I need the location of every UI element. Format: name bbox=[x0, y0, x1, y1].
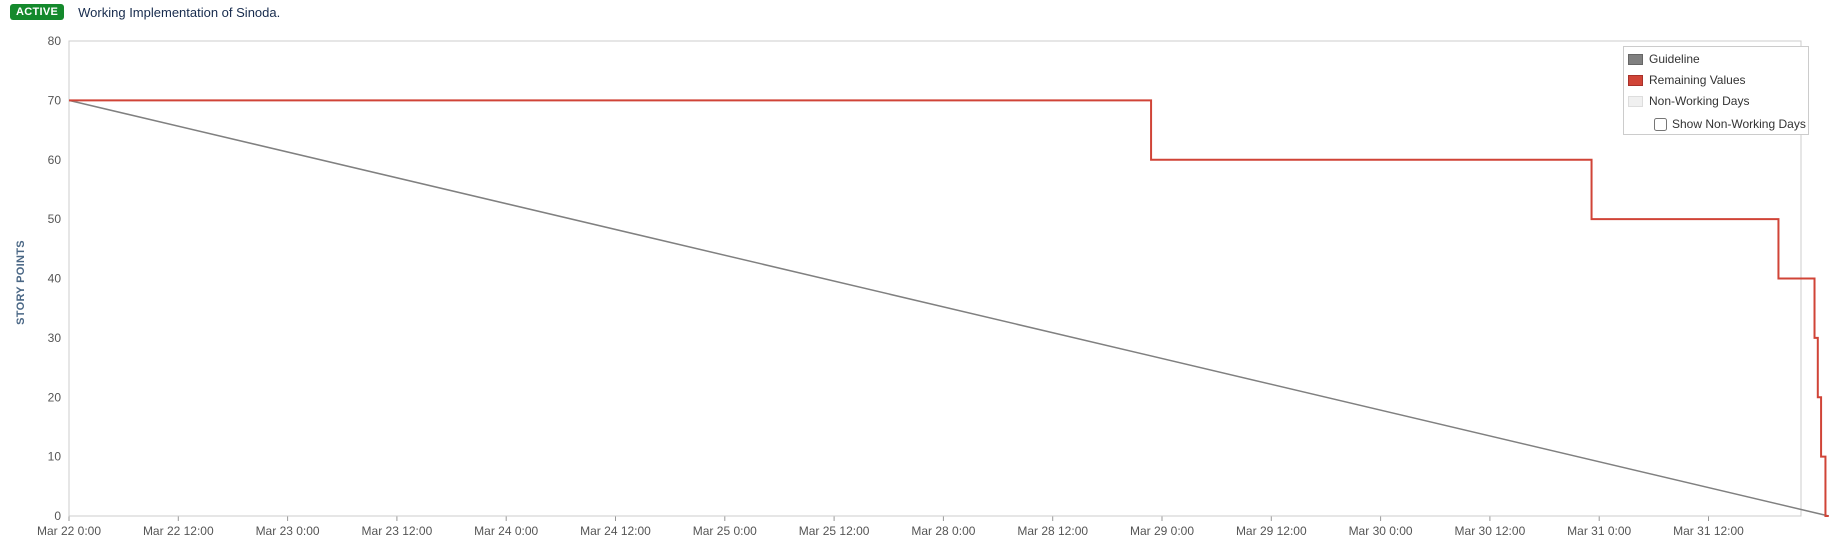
x-tick-label: Mar 31 0:00 bbox=[1567, 524, 1631, 538]
x-tick-label: Mar 28 12:00 bbox=[1017, 524, 1088, 538]
x-tick-label: Mar 22 0:00 bbox=[37, 524, 101, 538]
plot-area bbox=[68, 40, 1802, 517]
legend-label-remaining-values: Remaining Values bbox=[1649, 73, 1746, 87]
remaining-values-line bbox=[69, 99, 1829, 517]
x-tick-label: Mar 29 12:00 bbox=[1236, 524, 1307, 538]
remaining-values-swatch bbox=[1628, 74, 1643, 86]
y-tick-label: 50 bbox=[48, 212, 62, 226]
y-axis-label: STORY POINTS bbox=[15, 240, 27, 325]
show-non-working-days-label: Show Non-Working Days bbox=[1672, 117, 1806, 131]
legend-item-guideline[interactable]: Guideline bbox=[1628, 51, 1700, 67]
x-tick-label: Mar 22 12:00 bbox=[143, 524, 214, 538]
legend-label-guideline: Guideline bbox=[1649, 52, 1700, 66]
y-tick-label: 70 bbox=[48, 93, 62, 107]
x-tick-label: Mar 24 0:00 bbox=[474, 524, 538, 538]
y-tick-label: 80 bbox=[48, 34, 62, 48]
sprint-header: ACTIVE Working Implementation of Sinoda. bbox=[0, 0, 280, 22]
x-tick-label: Mar 25 12:00 bbox=[799, 524, 870, 538]
chart-legend: Guideline Remaining Values Non-Working D… bbox=[1623, 46, 1809, 135]
x-tick-label: Mar 24 12:00 bbox=[580, 524, 651, 538]
x-tick-label: Mar 25 0:00 bbox=[693, 524, 757, 538]
legend-label-non-working-days: Non-Working Days bbox=[1649, 94, 1750, 108]
legend-item-non-working-days[interactable]: Non-Working Days bbox=[1628, 93, 1749, 109]
y-tick-label: 60 bbox=[48, 153, 62, 167]
x-tick-label: Mar 23 0:00 bbox=[256, 524, 320, 538]
sprint-goal: Working Implementation of Sinoda. bbox=[78, 4, 281, 20]
x-axis-ticks: Mar 22 0:00 Mar 22 12:00 Mar 23 0:00 Mar 23… bbox=[37, 516, 1744, 538]
x-tick-label: Mar 28 0:00 bbox=[911, 524, 975, 538]
y-tick-label: 30 bbox=[48, 331, 62, 345]
non-working-days-swatch bbox=[1628, 95, 1643, 107]
show-non-working-days-checkbox[interactable] bbox=[1654, 117, 1667, 131]
x-tick-label: Mar 30 0:00 bbox=[1349, 524, 1413, 538]
guideline-swatch bbox=[1628, 53, 1643, 65]
y-tick-label: 10 bbox=[48, 450, 62, 464]
y-tick-label: 40 bbox=[48, 272, 62, 286]
x-tick-label: Mar 29 0:00 bbox=[1130, 524, 1194, 538]
y-tick-label: 20 bbox=[48, 390, 62, 404]
x-tick-label: Mar 30 12:00 bbox=[1455, 524, 1526, 538]
chart-series bbox=[68, 99, 1829, 517]
y-axis-ticks: 0 10 20 30 40 50 60 70 80 bbox=[48, 34, 62, 523]
x-tick-label: Mar 23 12:00 bbox=[362, 524, 433, 538]
x-tick-label: Mar 31 12:00 bbox=[1673, 524, 1744, 538]
guideline-line bbox=[68, 99, 1829, 517]
y-tick-label: 0 bbox=[54, 509, 61, 523]
legend-item-remaining-values[interactable]: Remaining Values bbox=[1628, 72, 1746, 88]
show-non-working-days-toggle[interactable]: Show Non-Working Days bbox=[1654, 117, 1806, 131]
status-badge: ACTIVE bbox=[10, 4, 65, 20]
